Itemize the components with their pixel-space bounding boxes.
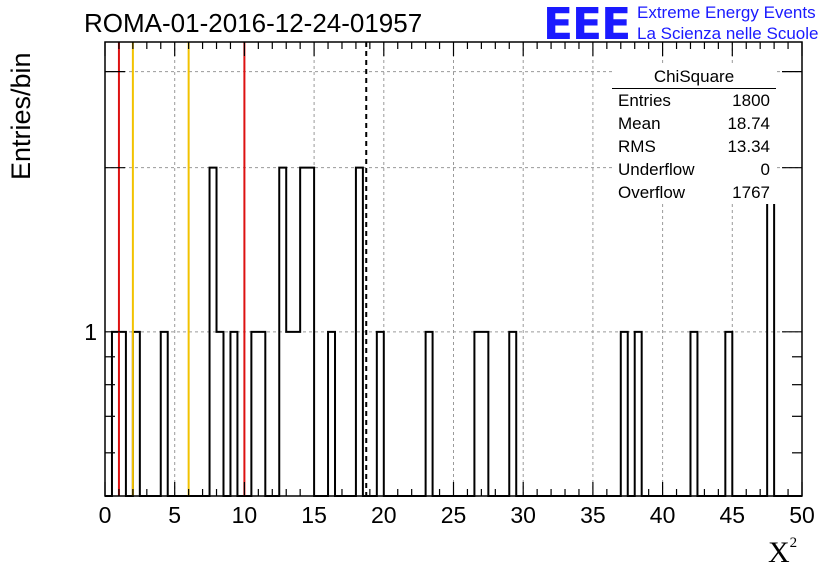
x-tick-label: 5 bbox=[168, 502, 181, 528]
stats-box-title: ChiSquare bbox=[612, 66, 776, 89]
x-tick-label: 20 bbox=[371, 502, 397, 528]
histogram-bin bbox=[293, 332, 300, 496]
x-tick-label: 40 bbox=[650, 502, 676, 528]
histogram-bin bbox=[133, 332, 140, 496]
tick-labels: 0 5 10 15 20 25 30 35 40 45 50 1 bbox=[84, 319, 815, 528]
histogram-bin bbox=[426, 332, 433, 496]
x-axis-label: Χ2 bbox=[768, 535, 798, 570]
stats-value: 18.74 bbox=[727, 114, 770, 133]
x-tick-label: 30 bbox=[510, 502, 536, 528]
x-axis-label-superscript: 2 bbox=[789, 535, 798, 551]
stats-label: Underflow bbox=[618, 160, 695, 179]
x-tick-label: 15 bbox=[301, 502, 327, 528]
histogram-bin bbox=[509, 332, 516, 496]
histogram-bin bbox=[328, 332, 335, 496]
y-tick-label: 1 bbox=[84, 319, 97, 345]
x-tick-label: 45 bbox=[720, 502, 746, 528]
stats-row-mean: Mean 18.74 bbox=[612, 112, 776, 135]
histogram-bin bbox=[119, 332, 126, 496]
histogram-bin bbox=[251, 332, 258, 496]
stats-row-overflow: Overflow 1767 bbox=[612, 181, 776, 204]
stats-label: Entries bbox=[618, 91, 671, 110]
histogram-bin bbox=[230, 332, 237, 496]
x-tick-label: 50 bbox=[789, 502, 815, 528]
histogram-bin bbox=[635, 332, 642, 496]
chart-title: ROMA-01-2016-12-24-01957 bbox=[84, 8, 423, 38]
histogram-bin bbox=[161, 332, 168, 496]
x-tick-label: 0 bbox=[99, 502, 112, 528]
histogram-bin bbox=[217, 332, 224, 496]
x-tick-label: 35 bbox=[580, 502, 606, 528]
stats-label: Mean bbox=[618, 114, 661, 133]
stats-row-entries: Entries 1800 bbox=[612, 89, 776, 112]
stats-row-underflow: Underflow 0 bbox=[612, 158, 776, 181]
histogram-bin bbox=[474, 332, 481, 496]
reference-lines bbox=[117, 42, 368, 496]
histogram-bin bbox=[481, 332, 488, 496]
eee-logo: EEE bbox=[543, 0, 631, 50]
x-tick-label: 10 bbox=[232, 502, 258, 528]
stats-box: ChiSquare Entries 1800 Mean 18.74 RMS 13.34… bbox=[612, 66, 776, 204]
stats-label: Overflow bbox=[618, 183, 686, 202]
logo-line-1: Extreme Energy Events bbox=[637, 3, 816, 22]
y-axis-label: Entries/bin bbox=[6, 52, 36, 180]
histogram-bin bbox=[725, 332, 732, 496]
stats-label: RMS bbox=[618, 137, 656, 156]
x-axis-label-base: Χ bbox=[768, 536, 790, 569]
stats-value: 1800 bbox=[732, 91, 770, 110]
histogram-bin bbox=[377, 332, 384, 496]
x-tick-label: 25 bbox=[441, 502, 467, 528]
histogram-bin bbox=[690, 332, 697, 496]
stats-value: 0 bbox=[760, 160, 770, 179]
histogram-bin bbox=[286, 332, 293, 496]
stats-value: 13.34 bbox=[727, 137, 770, 156]
stats-value: 1767 bbox=[732, 183, 770, 202]
axis-ticks bbox=[104, 42, 803, 496]
stats-row-rms: RMS 13.34 bbox=[612, 135, 776, 158]
histogram-bin bbox=[258, 332, 265, 496]
histogram-bin bbox=[621, 332, 628, 496]
logo-line-2: La Scienza nelle Scuole bbox=[637, 24, 819, 43]
